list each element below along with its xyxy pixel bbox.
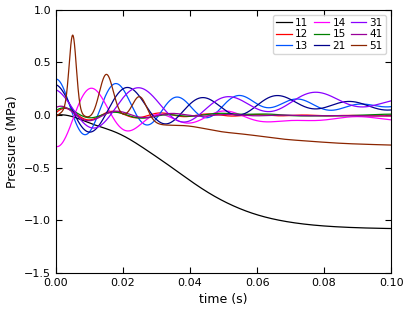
Line: 21: 21 (56, 85, 391, 132)
15 (182, 114, 187, 118)
14 (55, 145, 60, 149)
51 (182, 124, 187, 128)
15 (197, 114, 202, 117)
41 (112, 110, 117, 113)
Line: 15: 15 (56, 108, 391, 118)
15 (139, 116, 144, 120)
11 (389, 227, 393, 230)
Line: 11: 11 (56, 115, 391, 228)
Line: 14: 14 (56, 88, 391, 147)
Line: 41: 41 (56, 106, 391, 121)
41 (54, 106, 58, 110)
12 (197, 113, 202, 117)
15 (346, 114, 351, 118)
41 (346, 114, 351, 118)
14 (182, 121, 187, 125)
51 (382, 143, 387, 147)
51 (197, 126, 202, 129)
14 (197, 119, 202, 122)
11 (346, 226, 351, 229)
Y-axis label: Pressure (MPa): Pressure (MPa) (6, 95, 18, 188)
13 (112, 82, 117, 86)
11 (58, 113, 63, 117)
21 (346, 100, 351, 103)
31 (389, 99, 393, 103)
51 (389, 143, 393, 147)
41 (92, 118, 97, 121)
15 (389, 112, 393, 116)
Line: 51: 51 (56, 35, 391, 145)
15 (92, 115, 97, 119)
21 (182, 108, 187, 111)
13 (54, 77, 58, 81)
31 (197, 113, 202, 117)
12 (92, 117, 97, 120)
14 (54, 144, 58, 148)
51 (112, 93, 117, 96)
15 (382, 112, 387, 116)
12 (63, 106, 67, 110)
12 (112, 110, 117, 113)
21 (197, 96, 202, 100)
11 (197, 185, 202, 189)
13 (382, 105, 387, 109)
21 (112, 97, 117, 101)
15 (112, 110, 117, 114)
11 (182, 175, 187, 178)
31 (382, 100, 387, 104)
11 (92, 123, 97, 127)
13 (197, 113, 202, 117)
Line: 13: 13 (56, 79, 391, 135)
12 (382, 114, 387, 118)
41 (182, 113, 187, 116)
12 (54, 111, 58, 115)
41 (197, 114, 202, 118)
13 (346, 104, 351, 108)
11 (54, 113, 58, 117)
51 (346, 142, 351, 145)
41 (58, 104, 63, 108)
13 (182, 99, 187, 102)
14 (389, 118, 393, 122)
13 (92, 121, 97, 125)
31 (91, 126, 96, 130)
41 (86, 119, 91, 123)
14 (112, 118, 117, 122)
51 (70, 33, 75, 37)
12 (389, 114, 393, 118)
31 (92, 126, 97, 130)
15 (62, 106, 67, 110)
21 (389, 108, 393, 112)
11 (112, 130, 117, 134)
11 (382, 227, 387, 230)
Line: 12: 12 (56, 108, 391, 120)
21 (92, 129, 97, 132)
31 (112, 108, 117, 112)
21 (54, 83, 58, 87)
31 (54, 88, 58, 92)
13 (54, 77, 58, 81)
13 (83, 133, 88, 137)
31 (182, 120, 187, 124)
13 (389, 105, 393, 109)
14 (382, 117, 387, 121)
31 (136, 86, 141, 90)
41 (382, 114, 387, 118)
14 (346, 115, 351, 119)
12 (86, 118, 91, 122)
21 (382, 108, 387, 112)
14 (92, 87, 97, 91)
12 (346, 114, 351, 117)
Line: 31: 31 (56, 88, 391, 128)
Legend: 11, 12, 13, 14, 15, 21, 31, 41, 51: 11, 12, 13, 14, 15, 21, 31, 41, 51 (273, 15, 386, 54)
51 (92, 108, 97, 111)
14 (89, 86, 94, 90)
21 (87, 130, 92, 134)
51 (54, 115, 58, 119)
15 (54, 109, 58, 112)
41 (389, 114, 393, 118)
12 (182, 115, 187, 119)
31 (346, 102, 351, 106)
X-axis label: time (s): time (s) (199, 294, 248, 306)
